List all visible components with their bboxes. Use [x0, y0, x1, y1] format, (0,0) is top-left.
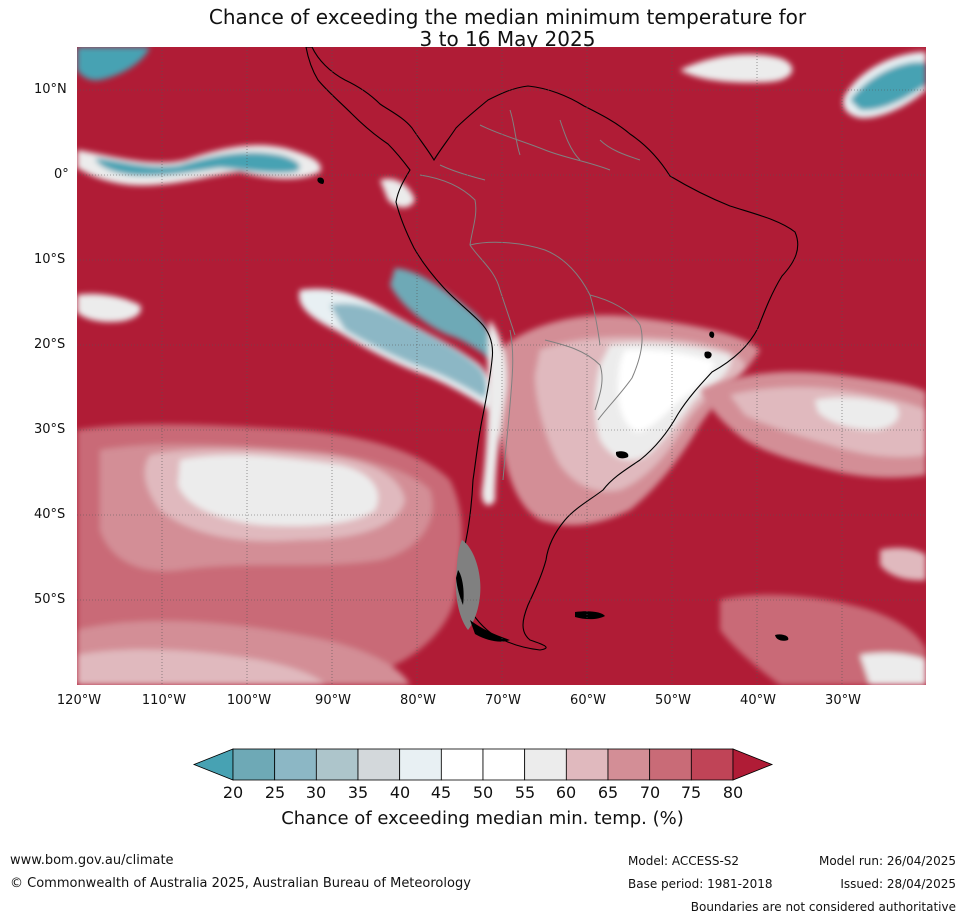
lat-label-10n: 10°N	[34, 82, 67, 97]
map-title-line-2: 3 to 16 May 2025	[419, 27, 596, 51]
colorbar-tick: 60	[555, 783, 577, 802]
website-text: www.bom.gov.au/climate	[10, 853, 174, 868]
colorbar-tick: 20	[222, 783, 244, 802]
colorbar-segment	[232, 748, 276, 781]
colorbar-segments	[192, 748, 774, 781]
lon-label-30w: 30°W	[825, 693, 861, 708]
copyright-text: © Commonwealth of Australia 2025, Austra…	[10, 876, 471, 891]
graticule	[77, 47, 926, 685]
model-text: Model: ACCESS-S2	[628, 854, 740, 868]
southeast-south-america-anomaly	[481, 315, 760, 526]
colorbar-segment	[524, 748, 567, 781]
colorbar-segment	[357, 748, 401, 781]
lon-label-110w: 110°W	[141, 693, 187, 708]
issued-text: Issued: 28/04/2025	[840, 877, 956, 891]
lon-label-50w: 50°W	[655, 693, 691, 708]
base-period-text: Base period: 1981-2018	[628, 877, 773, 891]
colorbar	[192, 748, 774, 781]
colorbar-tick: 30	[305, 783, 327, 802]
lat-label-10s: 10°S	[34, 252, 66, 267]
colorbar-tick: 25	[264, 783, 286, 802]
colorbar-label: Chance of exceeding median min. temp. (%…	[281, 808, 684, 829]
lat-label-50s: 50°S	[34, 592, 66, 607]
patagonia-land-fill	[455, 540, 510, 642]
colorbar-segment	[690, 748, 734, 781]
colorbar-tick: 70	[639, 783, 661, 802]
lat-label-40s: 40°S	[34, 507, 66, 522]
lat-label-30s: 30°S	[34, 422, 66, 437]
lon-label-70w: 70°W	[485, 693, 521, 708]
probability-map	[77, 47, 926, 685]
south-atlantic-anomaly-region	[700, 371, 926, 685]
colorbar-tick: 40	[389, 783, 411, 802]
south-america-coastline	[305, 47, 799, 651]
lon-label-40w: 40°W	[740, 693, 776, 708]
colorbar-segment	[565, 748, 609, 781]
lon-label-60w: 60°W	[570, 693, 606, 708]
colorbar-segment	[274, 748, 317, 781]
country-borders	[419, 109, 643, 481]
colorbar-tick: 45	[430, 783, 452, 802]
colorbar-tick: 80	[722, 783, 744, 802]
colorbar-segment	[399, 748, 442, 781]
colorbar-segment	[649, 748, 692, 781]
colorbar-tick: 35	[347, 783, 369, 802]
map-title-line-1: Chance of exceeding the median minimum t…	[208, 5, 807, 29]
colorbar-high-arrow	[732, 748, 774, 781]
colorbar-tick: 75	[680, 783, 702, 802]
lat-label-20s: 20°S	[34, 337, 66, 352]
colorbar-segment	[607, 748, 651, 781]
colorbar-segment	[440, 748, 484, 781]
lon-label-120w: 120°W	[56, 693, 102, 708]
colorbar-tick: 65	[597, 783, 619, 802]
lon-label-100w: 100°W	[226, 693, 272, 708]
disclaimer-text: Boundaries are not considered authoritat…	[690, 900, 956, 914]
colorbar-segment	[482, 748, 526, 781]
southern-pacific-anomaly-region	[77, 424, 462, 685]
peru-chile-coastal-cool-anomaly	[299, 178, 494, 410]
model-run-text: Model run: 26/04/2025	[818, 854, 956, 868]
colorbar-segment	[315, 748, 359, 781]
colorbar-tick: 55	[514, 783, 536, 802]
colorbar-low-arrow	[192, 748, 234, 781]
lon-label-90w: 90°W	[315, 693, 351, 708]
lon-label-80w: 80°W	[400, 693, 436, 708]
lat-label-0: 0°	[54, 167, 69, 182]
colorbar-tick: 50	[472, 783, 494, 802]
equatorial-cool-anomaly	[77, 47, 926, 322]
